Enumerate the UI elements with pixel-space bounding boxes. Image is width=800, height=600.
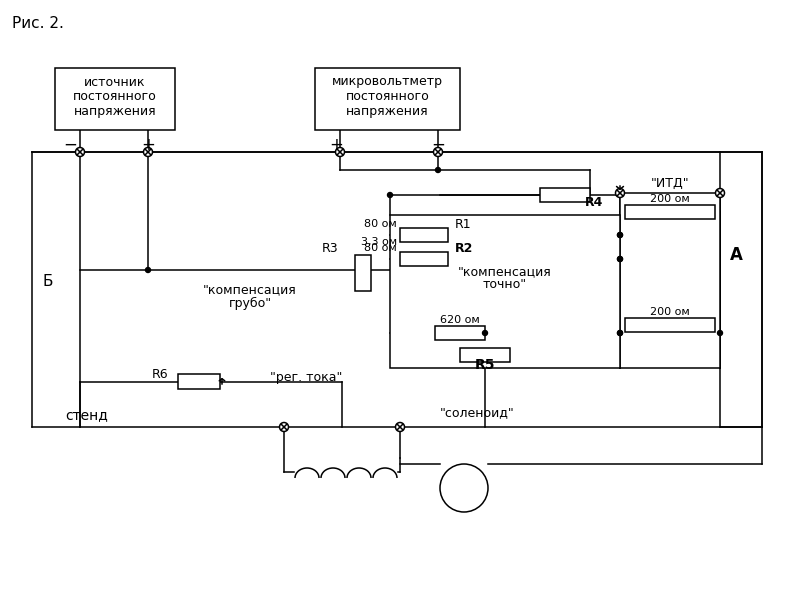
Circle shape: [618, 257, 622, 262]
Circle shape: [335, 148, 345, 157]
Text: "компенсация: "компенсация: [203, 283, 297, 296]
Circle shape: [618, 232, 622, 238]
Text: микровольтметр: микровольтметр: [332, 76, 443, 88]
Text: "компенсация: "компенсация: [458, 265, 552, 278]
Text: −: −: [431, 136, 445, 154]
Bar: [625, 318, 715, 332]
Circle shape: [435, 167, 441, 173]
Text: 200 ом: 200 ом: [650, 194, 690, 204]
Circle shape: [146, 268, 150, 272]
Circle shape: [618, 331, 622, 335]
Text: 80 ом: 80 ом: [364, 243, 397, 253]
Circle shape: [482, 331, 487, 335]
Text: R5: R5: [474, 358, 495, 372]
Circle shape: [440, 464, 488, 512]
Text: постоянного: постоянного: [73, 89, 157, 103]
Text: A: A: [730, 246, 743, 264]
Text: R6: R6: [151, 367, 168, 380]
Bar: [460, 348, 510, 362]
Text: R4: R4: [585, 196, 603, 209]
Circle shape: [387, 193, 393, 197]
Bar: [435, 326, 485, 340]
Circle shape: [615, 188, 625, 197]
Text: 3,3 ом: 3,3 ом: [361, 237, 397, 247]
Text: точно": точно": [483, 278, 527, 292]
Bar: [620, 193, 720, 368]
Text: +: +: [329, 136, 343, 154]
Text: источник: источник: [84, 76, 146, 88]
Circle shape: [143, 148, 153, 157]
Bar: [400, 252, 448, 266]
Text: R3: R3: [322, 241, 338, 254]
Bar: [400, 228, 448, 242]
Text: "рег. тока": "рег. тока": [270, 371, 342, 385]
Text: "соленоид": "соленоид": [440, 407, 514, 419]
Circle shape: [618, 331, 622, 335]
Bar: [178, 374, 220, 389]
Text: Б: Б: [42, 275, 53, 289]
Bar: [625, 205, 715, 219]
Circle shape: [279, 422, 289, 431]
Text: R2: R2: [455, 241, 474, 254]
Circle shape: [434, 148, 442, 157]
Bar: [390, 215, 620, 368]
Text: Рис. 2.: Рис. 2.: [12, 16, 64, 31]
Text: "ИТД": "ИТД": [650, 176, 690, 190]
Text: грубо": грубо": [229, 296, 271, 310]
Circle shape: [718, 331, 722, 335]
Bar: [355, 255, 371, 291]
Text: R1: R1: [455, 217, 472, 230]
Circle shape: [618, 257, 622, 262]
Text: напряжения: напряжения: [74, 104, 156, 118]
Text: постоянного: постоянного: [346, 89, 430, 103]
Text: 620 ом: 620 ом: [440, 315, 480, 325]
Circle shape: [715, 188, 725, 197]
Text: −: −: [63, 136, 77, 154]
Text: напряжения: напряжения: [346, 104, 429, 118]
Text: 80 ом: 80 ом: [364, 219, 397, 229]
Circle shape: [75, 148, 85, 157]
Text: стенд: стенд: [65, 408, 108, 422]
Circle shape: [618, 232, 622, 238]
Text: 200 ом: 200 ом: [650, 307, 690, 317]
Circle shape: [395, 422, 405, 431]
Bar: [315, 68, 460, 130]
Text: +: +: [141, 136, 155, 154]
Bar: [55, 68, 175, 130]
Bar: [540, 188, 590, 202]
